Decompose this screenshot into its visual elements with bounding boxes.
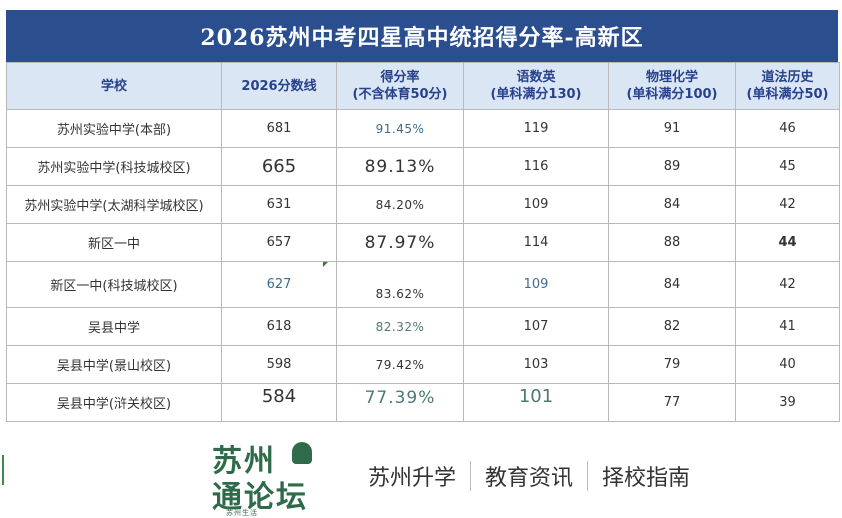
pc-cell: 84 bbox=[608, 261, 736, 308]
school-cell: 吴县中学(景山校区) bbox=[6, 345, 222, 384]
cell-comment-marker bbox=[323, 262, 328, 267]
tagline: 苏州升学 教育资讯 择校指南 bbox=[368, 460, 690, 492]
score-cell: 657 bbox=[221, 223, 337, 262]
ph-cell: 44 bbox=[735, 223, 840, 262]
pc-cell: 77 bbox=[608, 383, 736, 422]
ph-cell: 46 bbox=[735, 109, 840, 148]
logo-shield-icon bbox=[292, 442, 312, 464]
rate-cell: 77.39% bbox=[336, 383, 464, 422]
school-cell: 苏州实验中学(本部) bbox=[6, 109, 222, 148]
cme-cell: 119 bbox=[463, 109, 609, 148]
pc-cell: 89 bbox=[608, 147, 736, 186]
header-politics-history: 道法历史 (单科满分50) bbox=[735, 62, 840, 110]
tagline-divider bbox=[587, 461, 589, 491]
table-row: 新区一中 657 87.97% 114 88 44 bbox=[6, 223, 840, 262]
table-row: 苏州实验中学(太湖科学城校区) 631 84.20% 109 84 42 bbox=[6, 185, 840, 224]
school-cell: 吴县中学 bbox=[6, 307, 222, 346]
score-cell: 618 bbox=[221, 307, 337, 346]
header-physics-chemistry: 物理化学 (单科满分100) bbox=[608, 62, 736, 110]
cme-cell: 109 bbox=[463, 261, 609, 308]
pc-cell: 84 bbox=[608, 185, 736, 224]
rate-cell: 82.32% bbox=[336, 307, 464, 346]
score-cell: 681 bbox=[221, 109, 337, 148]
school-cell: 吴县中学(浒关校区) bbox=[6, 383, 222, 422]
rate-cell: 91.45% bbox=[336, 109, 464, 148]
table-row: 吴县中学 618 82.32% 107 82 41 bbox=[6, 307, 840, 346]
school-cell: 苏州实验中学(科技城校区) bbox=[6, 147, 222, 186]
score-cell: 665 bbox=[221, 147, 337, 186]
score-table: 学校 2026分数线 得分率 (不含体育50分) 语数英 (单科满分130) 物理化… bbox=[6, 62, 840, 422]
ph-cell: 41 bbox=[735, 307, 840, 346]
table-row: 吴县中学(浒关校区) 584 77.39% 101 77 39 bbox=[6, 383, 840, 422]
rate-cell: 83.62% bbox=[336, 261, 464, 308]
page-title: 2026苏州中考四星高中统招得分率-高新区 bbox=[200, 25, 644, 51]
score-cell: 598 bbox=[221, 345, 337, 384]
header-chinese-math-english: 语数英 (单科满分130) bbox=[463, 62, 609, 110]
cme-cell: 103 bbox=[463, 345, 609, 384]
cme-cell: 107 bbox=[463, 307, 609, 346]
table-row: 吴县中学(景山校区) 598 79.42% 103 79 40 bbox=[6, 345, 840, 384]
score-cell: 631 bbox=[221, 185, 337, 224]
rate-cell: 89.13% bbox=[336, 147, 464, 186]
pc-cell: 82 bbox=[608, 307, 736, 346]
table-row: 新区一中(科技城校区) 627 83.62% 109 84 42 bbox=[6, 261, 840, 308]
table-header-row: 学校 2026分数线 得分率 (不含体育50分) 语数英 (单科满分130) 物理化… bbox=[6, 62, 840, 110]
cme-cell: 116 bbox=[463, 147, 609, 186]
title-bar: 2026苏州中考四星高中统招得分率-高新区 bbox=[6, 10, 838, 62]
ph-cell: 42 bbox=[735, 185, 840, 224]
rate-cell: 87.97% bbox=[336, 223, 464, 262]
cme-cell: 109 bbox=[463, 185, 609, 224]
school-cell: 新区一中(科技城校区) bbox=[6, 261, 222, 308]
tagline-item: 教育资讯 bbox=[485, 466, 574, 491]
school-cell: 苏州实验中学(太湖科学城校区) bbox=[6, 185, 222, 224]
tagline-divider bbox=[470, 461, 472, 491]
header-score-rate: 得分率 (不含体育50分) bbox=[336, 62, 464, 110]
header-score-line: 2026分数线 bbox=[221, 62, 337, 110]
header-school: 学校 bbox=[6, 62, 222, 110]
table-row: 苏州实验中学(本部) 681 91.45% 119 91 46 bbox=[6, 109, 840, 148]
pc-cell: 79 bbox=[608, 345, 736, 384]
tagline-item: 苏州升学 bbox=[368, 466, 457, 491]
table-row: 苏州实验中学(科技城校区) 665 89.13% 116 89 45 bbox=[6, 147, 840, 186]
ph-cell: 42 bbox=[735, 261, 840, 308]
logo-subtext: 苏州生活 bbox=[226, 509, 258, 517]
tagline-item: 择校指南 bbox=[602, 466, 691, 491]
score-cell: 584 bbox=[221, 383, 337, 422]
logo-text-line1: 苏州 bbox=[212, 444, 276, 479]
ph-cell: 40 bbox=[735, 345, 840, 384]
logo-text-line2: 通论坛 bbox=[212, 480, 308, 515]
score-cell: 627 bbox=[221, 261, 337, 308]
forum-logo: 苏州 通论坛 苏州生活 bbox=[212, 436, 312, 517]
school-cell: 新区一中 bbox=[6, 223, 222, 262]
ph-cell: 45 bbox=[735, 147, 840, 186]
cme-cell: 114 bbox=[463, 223, 609, 262]
cme-cell: 101 bbox=[463, 383, 609, 422]
rate-cell: 84.20% bbox=[336, 185, 464, 224]
pc-cell: 88 bbox=[608, 223, 736, 262]
pc-cell: 91 bbox=[608, 109, 736, 148]
ph-cell: 39 bbox=[735, 383, 840, 422]
footer-banner: 苏州 通论坛 苏州生活 苏州升学 教育资讯 择校指南 bbox=[0, 430, 842, 518]
rate-cell: 79.42% bbox=[336, 345, 464, 384]
edge-marker bbox=[2, 455, 4, 485]
